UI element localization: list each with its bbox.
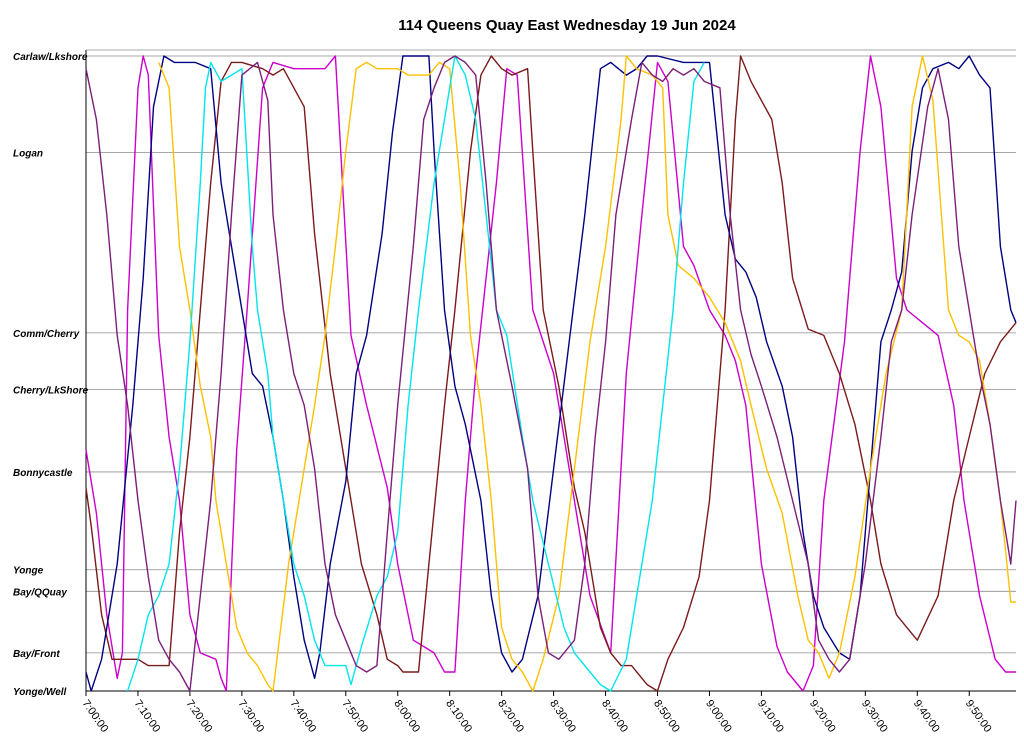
series-line-5 [85, 55, 1017, 692]
stop-label: Bay/QQuay [13, 587, 67, 598]
stop-label: Logan [13, 149, 43, 160]
x-tick-label: 9:50:00 [963, 698, 994, 735]
series-lines [85, 55, 1017, 692]
x-tick-label: 7:10:00 [131, 698, 162, 735]
x-axis-tick-labels: 7:00:00 7:10:00 7:20:00 7:30:00 7:40:00 7:50:… [80, 698, 994, 735]
x-tick-label: 8:20:00 [495, 698, 526, 735]
x-tick-label: 7:50:00 [339, 698, 370, 735]
x-tick-label: 8:40:00 [599, 698, 630, 735]
x-tick-label: 7:20:00 [183, 698, 214, 735]
x-tick-label: 8:00:00 [391, 698, 422, 735]
x-tick-label: 7:00:00 [80, 698, 111, 735]
x-tick-label: 8:30:00 [547, 698, 578, 735]
x-tick-label: 9:20:00 [807, 698, 838, 735]
x-tick-label: 9:10:00 [755, 698, 786, 735]
series-line-4 [126, 55, 705, 692]
gridlines [86, 55, 1016, 692]
stop-label: Bonnycastle [13, 468, 73, 479]
x-tick-label: 7:30:00 [235, 698, 266, 735]
stop-label: Comm/Cherry [13, 329, 80, 340]
y-axis-stop-labels: Carlaw/Lkshore Logan Comm/Cherry Cherry/LkS… [13, 52, 88, 698]
x-tick-label: 9:30:00 [859, 698, 890, 735]
x-tick-label: 8:50:00 [651, 698, 682, 735]
series-line-1 [85, 55, 1017, 692]
stop-label: Cherry/LkShore [13, 385, 88, 396]
stop-label: Carlaw/Lkshore [13, 52, 88, 63]
x-tick-label: 8:10:00 [443, 698, 474, 735]
x-tick-label: 9:00:00 [703, 698, 734, 735]
chart-title: 114 Queens Quay East Wednesday 19 Jun 20… [398, 17, 736, 34]
series-line-2 [85, 55, 1017, 692]
x-tick-label: 7:40:00 [287, 698, 318, 735]
stop-label: Yonge [13, 566, 44, 577]
axes [85, 49, 1016, 696]
series-line-0 [85, 55, 1016, 692]
stop-label: Yonge/Well [13, 687, 67, 698]
x-tick-label: 9:40:00 [911, 698, 942, 735]
series-line-3 [158, 55, 1016, 692]
stop-label: Bay/Front [13, 649, 60, 660]
